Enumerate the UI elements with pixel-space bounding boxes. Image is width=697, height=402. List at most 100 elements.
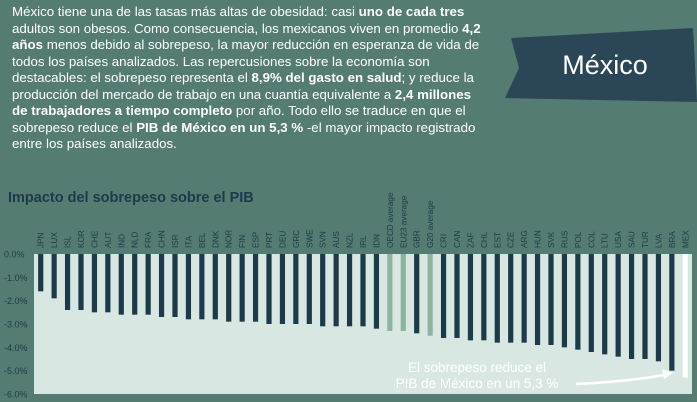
- bar-cze: [508, 254, 514, 343]
- bar-est: [494, 254, 500, 343]
- chart-title: Impacto del sobrepeso sobre el PIB: [8, 190, 254, 206]
- category-label: CHE: [90, 230, 99, 248]
- intro-text: adultos son obesos. Como consecuencia, l…: [12, 20, 463, 36]
- category-label: COL: [587, 231, 596, 248]
- bar-pol: [575, 254, 581, 350]
- category-label: SVK: [547, 231, 556, 248]
- intro-highlight: 4,2 años: [12, 20, 481, 53]
- bar-deu: [279, 254, 286, 324]
- bar-lva: [655, 254, 662, 362]
- y-tick-label: -3.0%: [4, 320, 28, 330]
- category-label: CRI: [440, 234, 449, 248]
- bar-can: [454, 254, 460, 338]
- bar-fin: [239, 254, 245, 322]
- category-label: BRA: [668, 231, 677, 248]
- bar-mex: [682, 254, 688, 378]
- bar-jpn: [38, 254, 44, 292]
- annotation-arrow-head: [662, 369, 673, 379]
- intro-text: ; y reduce la producción del mercado de …: [12, 70, 474, 102]
- intro-highlight: 8,9% del gasto en salud: [251, 70, 402, 85]
- bar-aus: [333, 254, 339, 327]
- bar-ltu: [602, 254, 608, 355]
- y-tick-label: -6.0%: [4, 390, 28, 400]
- bar-dnk: [212, 254, 218, 320]
- category-label: CAN: [453, 231, 462, 248]
- bar-usa: [615, 254, 621, 357]
- bar-kor: [78, 254, 84, 310]
- y-tick-label: -2.0%: [4, 296, 28, 306]
- annotation-line-2: PIB de México en un 5,3 %: [396, 376, 559, 391]
- y-tick-label: 0.0%: [4, 250, 25, 260]
- bar-swe: [306, 254, 312, 324]
- intro-highlight: 2,4 millones de trabajadores a tiempo co…: [12, 86, 472, 119]
- category-label: OECD average: [386, 192, 395, 248]
- intro-text: por año. Todo ello se traduce en que el …: [12, 103, 466, 135]
- category-label: GRC: [292, 230, 301, 248]
- category-label: IRL: [359, 235, 368, 248]
- bar-zaf: [467, 254, 474, 341]
- y-tick-label: -5.0%: [4, 366, 28, 376]
- bar-chn: [158, 254, 165, 317]
- bar-gbr: [414, 254, 420, 334]
- category-label: BEL: [198, 232, 207, 248]
- banner-title: México: [562, 49, 648, 80]
- bar-fra: [145, 254, 151, 315]
- category-label: EU23 average: [399, 195, 408, 248]
- category-label: FIN: [238, 235, 247, 248]
- bar-ita: [185, 254, 192, 320]
- bar-aut: [105, 254, 111, 313]
- country-banner: México: [505, 28, 697, 102]
- bar-eu23-average: [400, 254, 406, 331]
- category-label: FRA: [144, 231, 153, 248]
- category-label: ESP: [252, 231, 261, 248]
- category-label: TUR: [641, 231, 650, 248]
- banner-shape: [505, 28, 697, 102]
- bar-lux: [51, 254, 57, 299]
- intro-highlight: uno de cada tres: [358, 4, 465, 19]
- intro-text: -el mayor impacto registrado entre los p…: [12, 119, 476, 152]
- bar-hun: [534, 254, 541, 345]
- category-label: KOR: [77, 230, 86, 248]
- category-label: ITA: [184, 235, 193, 248]
- category-label: HUN: [534, 230, 543, 248]
- category-label: AUS: [332, 231, 341, 248]
- bar-bra: [669, 254, 675, 371]
- category-label: PRT: [265, 232, 274, 248]
- bar-esp: [252, 254, 259, 322]
- bar-nld: [132, 254, 138, 315]
- category-label: POL: [574, 231, 583, 248]
- intro-text: México tiene una de las tasas más altas …: [12, 4, 359, 19]
- intro-highlight: PIB de México en un 5,3 %: [136, 119, 304, 135]
- bar-che: [91, 254, 98, 313]
- bar-prt: [266, 254, 272, 324]
- category-label: ISR: [171, 234, 180, 248]
- bar-col: [588, 254, 594, 352]
- category-label: G20 average: [426, 200, 435, 248]
- category-label: IDN: [372, 234, 381, 248]
- annotation-line-1: El sobrepeso reduce el: [408, 360, 546, 375]
- category-label: DEU: [278, 231, 287, 248]
- bar-svk: [548, 254, 554, 345]
- y-tick-label: -4.0%: [4, 343, 28, 353]
- category-label: DNK: [211, 230, 220, 248]
- category-label: IND: [117, 234, 126, 248]
- bar-nor: [226, 254, 232, 322]
- category-label: AUT: [104, 232, 113, 248]
- annotation-arrow: [575, 373, 665, 386]
- bar-nzl: [346, 254, 353, 327]
- category-label: CHL: [480, 231, 489, 248]
- category-label: SWE: [305, 229, 314, 248]
- bar-chl: [481, 254, 487, 341]
- category-label: ISL: [64, 235, 73, 248]
- bar-g20-average: [427, 254, 433, 336]
- category-label: CZE: [507, 231, 516, 248]
- category-label: LTU: [601, 233, 610, 248]
- bar-svn: [320, 254, 326, 327]
- bar-idn: [373, 254, 380, 329]
- category-label: USA: [614, 231, 623, 248]
- bar-bel: [199, 254, 205, 320]
- category-label: MEX: [681, 230, 690, 248]
- bar-ind: [118, 254, 124, 315]
- bar-tur: [642, 254, 648, 359]
